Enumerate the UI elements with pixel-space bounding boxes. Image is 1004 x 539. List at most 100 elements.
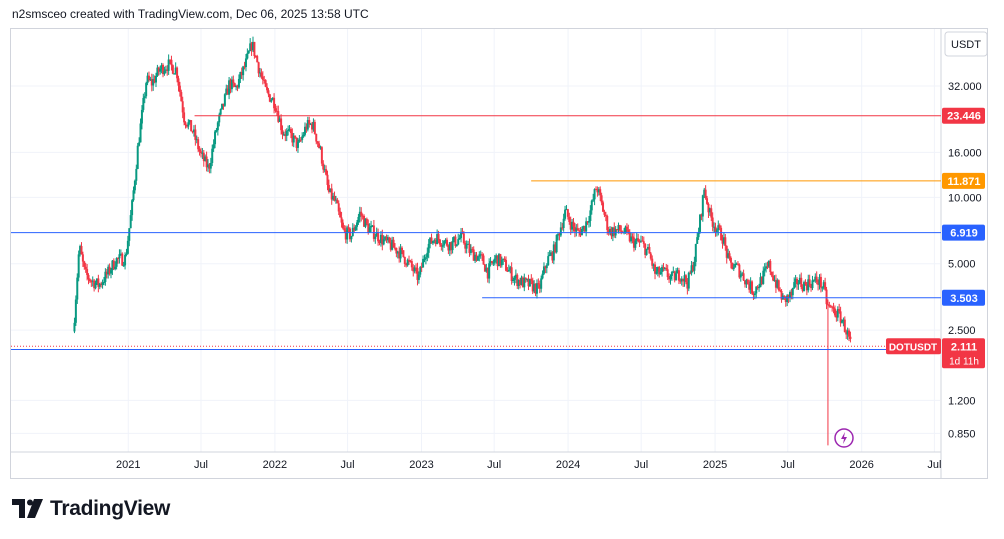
candle-body — [412, 267, 415, 272]
candle-body — [384, 236, 387, 240]
candle-body — [713, 226, 716, 228]
candle-body — [80, 246, 83, 255]
candle-body — [417, 274, 420, 280]
candle-body — [170, 59, 173, 66]
candle-body — [263, 79, 266, 81]
candle-body — [561, 227, 564, 229]
candle-body — [804, 282, 807, 285]
candle-body — [365, 218, 368, 224]
candle-body — [159, 68, 162, 72]
candle-body — [624, 226, 627, 233]
candle-body — [572, 221, 575, 227]
candle-body — [558, 233, 561, 236]
candle-body — [803, 282, 806, 292]
candle-body — [620, 230, 623, 232]
candle-body — [794, 278, 797, 283]
candle-body — [533, 283, 536, 292]
chart-frame[interactable] — [10, 28, 988, 479]
candle-body — [738, 264, 741, 278]
candle-body — [291, 133, 294, 143]
candle-body — [332, 195, 335, 200]
candle-body — [514, 274, 517, 279]
candle-body — [690, 265, 693, 274]
candle-body — [467, 243, 470, 245]
candle-body — [371, 225, 374, 227]
candle-body — [176, 67, 179, 79]
candle-body — [793, 282, 796, 289]
candle-body — [246, 53, 249, 59]
candle-body — [292, 135, 295, 143]
candle-body — [554, 244, 557, 253]
candle-body — [783, 295, 786, 297]
candle-body — [198, 149, 201, 152]
candle-body — [153, 79, 156, 83]
candle-body — [216, 122, 219, 131]
candle-body — [150, 79, 153, 86]
candle-body — [337, 203, 340, 212]
symbol-tag — [886, 338, 941, 355]
candle-body — [190, 120, 193, 132]
candle-body — [648, 247, 651, 254]
candle-body — [528, 278, 531, 287]
candle-body — [472, 249, 475, 261]
last-price-label: 2.111 — [951, 341, 977, 353]
candle-body — [204, 156, 207, 162]
candle-body — [181, 101, 184, 113]
candle-body — [257, 62, 260, 74]
candle-body — [763, 268, 766, 271]
candle-body — [700, 214, 703, 217]
candle-body — [429, 237, 432, 244]
candle-body — [169, 59, 172, 61]
candle-body — [422, 258, 425, 268]
candle-body — [119, 253, 122, 255]
candle-body — [93, 280, 96, 289]
candle-body — [207, 164, 210, 168]
tradingview-logo[interactable]: TradingView — [12, 497, 170, 521]
candle-body — [180, 92, 183, 102]
candle-body — [254, 55, 257, 57]
candle-body — [157, 67, 160, 72]
candle-body — [400, 247, 403, 251]
candle-body — [174, 67, 177, 74]
candle-body — [135, 168, 138, 181]
candle-body — [129, 215, 132, 229]
candle-body — [666, 269, 669, 278]
candle-body — [142, 97, 145, 110]
candle-body — [826, 304, 829, 306]
candle-body — [741, 273, 744, 275]
candle-body — [668, 277, 671, 280]
candle-body — [230, 79, 233, 90]
candle-body — [377, 232, 380, 242]
candle-body — [270, 100, 273, 102]
candle-body — [631, 236, 634, 238]
candle-body — [639, 240, 642, 242]
candle-body — [191, 131, 194, 133]
candle-body — [211, 148, 214, 163]
candle-body — [527, 279, 530, 287]
candle-body — [839, 311, 842, 323]
candle-body — [547, 256, 550, 266]
candle-body — [736, 263, 739, 265]
candle-body — [393, 247, 396, 249]
candle-body — [586, 221, 589, 223]
candle-body — [214, 131, 217, 145]
candle-body — [253, 41, 256, 56]
candle-body — [694, 243, 697, 262]
candle-body — [177, 78, 180, 86]
candle-body — [756, 286, 759, 288]
candle-body — [734, 264, 737, 268]
candle-body — [701, 195, 704, 217]
candle-body — [580, 228, 583, 236]
candle-body — [288, 128, 291, 131]
candle-body — [564, 209, 567, 219]
candle-body — [273, 97, 276, 109]
candle-body — [244, 58, 247, 68]
candle-body — [606, 215, 609, 231]
candle-body — [663, 267, 666, 269]
candle-body — [835, 315, 838, 318]
candle-body — [219, 109, 222, 115]
level-price-label: 3.503 — [950, 293, 978, 305]
candle-body — [589, 210, 592, 222]
candle-body — [188, 120, 191, 123]
